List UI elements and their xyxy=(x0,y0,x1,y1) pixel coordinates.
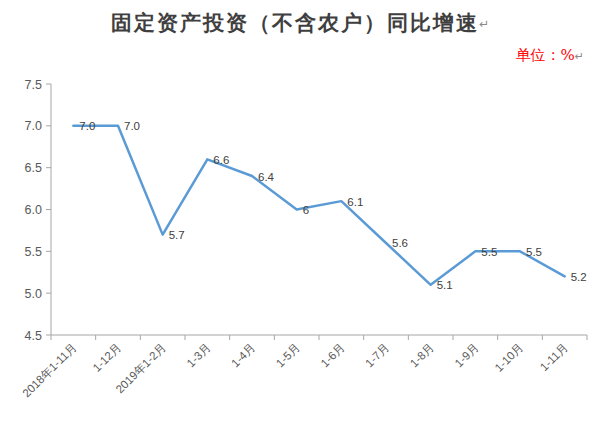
data-point-label: 6.4 xyxy=(258,171,275,183)
data-point-label: 5.1 xyxy=(437,279,453,291)
y-axis-tick-label: 5.0 xyxy=(25,287,42,301)
x-axis-tick-label: 1-12月 xyxy=(91,341,124,374)
data-point-label: 5.5 xyxy=(481,246,497,258)
x-axis-tick-label: 1-4月 xyxy=(229,341,257,369)
y-axis-tick-label: 7.5 xyxy=(25,78,42,92)
x-axis-tick-label: 1-9月 xyxy=(452,341,480,369)
data-point-label: 6.1 xyxy=(347,196,363,208)
x-axis-tick-label: 1-8月 xyxy=(408,341,436,369)
x-axis-tick-label: 1-11月 xyxy=(538,341,570,373)
x-axis-tick-label: 1-6月 xyxy=(318,341,346,369)
data-point-label: 6.6 xyxy=(213,154,229,166)
x-axis-tick-label: 1-10月 xyxy=(493,341,526,374)
x-axis-tick-label: 1-5月 xyxy=(274,341,302,369)
data-point-label: 6 xyxy=(303,204,309,216)
x-axis-tick-label: 1-3月 xyxy=(184,341,212,369)
data-point-label: 5.6 xyxy=(392,237,408,249)
unit-label: 单位：% xyxy=(516,46,575,64)
data-point-label: 7.0 xyxy=(124,120,140,132)
data-point-label: 7.0 xyxy=(79,120,95,132)
paragraph-mark-icon: ↵ xyxy=(575,50,584,62)
x-axis-tick-label: 2018年1-11月 xyxy=(20,341,79,400)
data-series-line xyxy=(73,126,564,285)
x-axis-tick-label: 1-7月 xyxy=(363,341,391,369)
chart-container: 固定资产投资（不含农户）同比增速↵ 单位：%↵ 4.55.05.56.06.57… xyxy=(0,0,600,432)
data-point-label: 5.7 xyxy=(169,229,185,241)
y-axis-tick-label: 4.5 xyxy=(25,329,42,343)
chart-title: 固定资产投资（不含农户）同比增速 xyxy=(111,11,479,34)
line-chart-canvas: 4.55.05.56.06.57.07.52018年1-11月1-12月2019… xyxy=(0,0,600,432)
y-axis-tick-label: 6.5 xyxy=(25,161,42,175)
data-point-label: 5.2 xyxy=(571,271,587,283)
y-axis-tick-label: 7.0 xyxy=(25,119,42,133)
y-axis-tick-label: 6.0 xyxy=(25,203,42,217)
unit-label-row: 单位：%↵ xyxy=(516,46,584,65)
chart-title-row: 固定资产投资（不含农户）同比增速↵ xyxy=(0,10,600,37)
data-point-label: 5.5 xyxy=(526,246,542,258)
paragraph-mark-icon: ↵ xyxy=(479,17,489,31)
y-axis-tick-label: 5.5 xyxy=(25,245,42,259)
